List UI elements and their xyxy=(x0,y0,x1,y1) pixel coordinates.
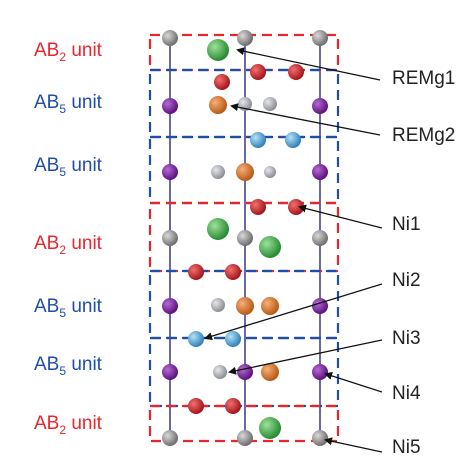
atom-remg2-orange xyxy=(236,297,254,315)
atom-ni4-purple xyxy=(312,298,328,314)
unit-label-ab5-1: AB5 unit xyxy=(34,92,102,116)
atom-remg2-orange xyxy=(261,363,279,381)
atom-lightgray xyxy=(263,97,277,111)
site-label-ni5: Ni5 xyxy=(392,437,421,458)
atom-ni4-purple xyxy=(312,364,328,380)
atom-ni1-red xyxy=(225,398,241,414)
site-label-ni2: Ni2 xyxy=(392,270,421,291)
atom-remg1-green xyxy=(207,218,229,240)
atom-ni5-gray xyxy=(312,230,328,246)
site-label-remg1: REMg1 xyxy=(392,68,456,89)
atom-ni1-red xyxy=(288,64,304,80)
arrow-ni4 xyxy=(324,372,383,393)
arrow-ni1 xyxy=(298,204,383,229)
atom-ni5-gray xyxy=(237,230,253,246)
atom-remg2-orange xyxy=(236,163,254,181)
atom-ni5-gray xyxy=(162,230,178,246)
arrow-ni5 xyxy=(324,437,383,453)
site-label-ni4: Ni4 xyxy=(392,383,421,404)
atom-ni3-lightgray xyxy=(213,365,227,379)
atom-remg1-green xyxy=(259,236,281,258)
atom-ni1-red xyxy=(214,74,230,90)
atom-remg2-orange xyxy=(209,96,227,114)
atom-lightgray xyxy=(211,298,225,312)
unit-label-ab5-3: AB5 unit xyxy=(34,296,102,320)
atom-ni1-red xyxy=(188,264,204,280)
atom-ni5-gray xyxy=(237,30,253,46)
site-label-remg2: REMg2 xyxy=(392,125,456,146)
unit-label-ab2-bottom: AB2 unit xyxy=(34,413,102,437)
atom-ni5-gray xyxy=(312,430,328,446)
atom-lightgray xyxy=(211,165,225,179)
arrow-ni2 xyxy=(204,283,383,341)
unit-label-ab2-top: AB2 unit xyxy=(34,40,102,64)
atom-ni4-purple xyxy=(162,364,178,380)
atom-ni5-gray xyxy=(237,430,253,446)
arrow-remg1 xyxy=(236,47,381,81)
unit-label-ab2-middle: AB2 unit xyxy=(34,233,102,257)
atom-ni1-red xyxy=(250,64,266,80)
arrow-ni3 xyxy=(228,339,383,375)
atom-ni2-blue xyxy=(188,331,204,347)
atom-ni5-gray xyxy=(312,30,328,46)
arrow-remg2 xyxy=(230,103,381,136)
atom-ni1-red xyxy=(250,199,266,215)
unit-label-ab5-4: AB5 unit xyxy=(34,354,102,378)
atom-remg2-orange xyxy=(261,297,279,315)
atom-ni1-red xyxy=(188,398,204,414)
atom-ni2-blue xyxy=(285,132,301,148)
atom-ni4-purple xyxy=(162,98,178,114)
atom-ni4-purple xyxy=(237,364,253,380)
atom-ni2-blue xyxy=(225,331,241,347)
callout-arrows xyxy=(204,47,383,453)
atom-remg1-green xyxy=(207,39,229,61)
atom-ni1-red xyxy=(225,264,241,280)
site-label-ni1: Ni1 xyxy=(392,214,421,235)
atom-ni4-purple xyxy=(162,164,178,180)
atom-ni4-purple xyxy=(162,298,178,314)
atom-ni2-blue xyxy=(250,132,266,148)
unit-label-ab5-2: AB5 unit xyxy=(34,155,102,179)
site-label-ni3: Ni3 xyxy=(392,328,421,349)
atom-ni5-gray xyxy=(162,430,178,446)
atom-remg1-green xyxy=(259,417,281,439)
atom-ni4-purple xyxy=(312,98,328,114)
atom-lightgray xyxy=(264,166,276,178)
atom-ni4-purple xyxy=(312,164,328,180)
atom-ni5-gray xyxy=(162,30,178,46)
